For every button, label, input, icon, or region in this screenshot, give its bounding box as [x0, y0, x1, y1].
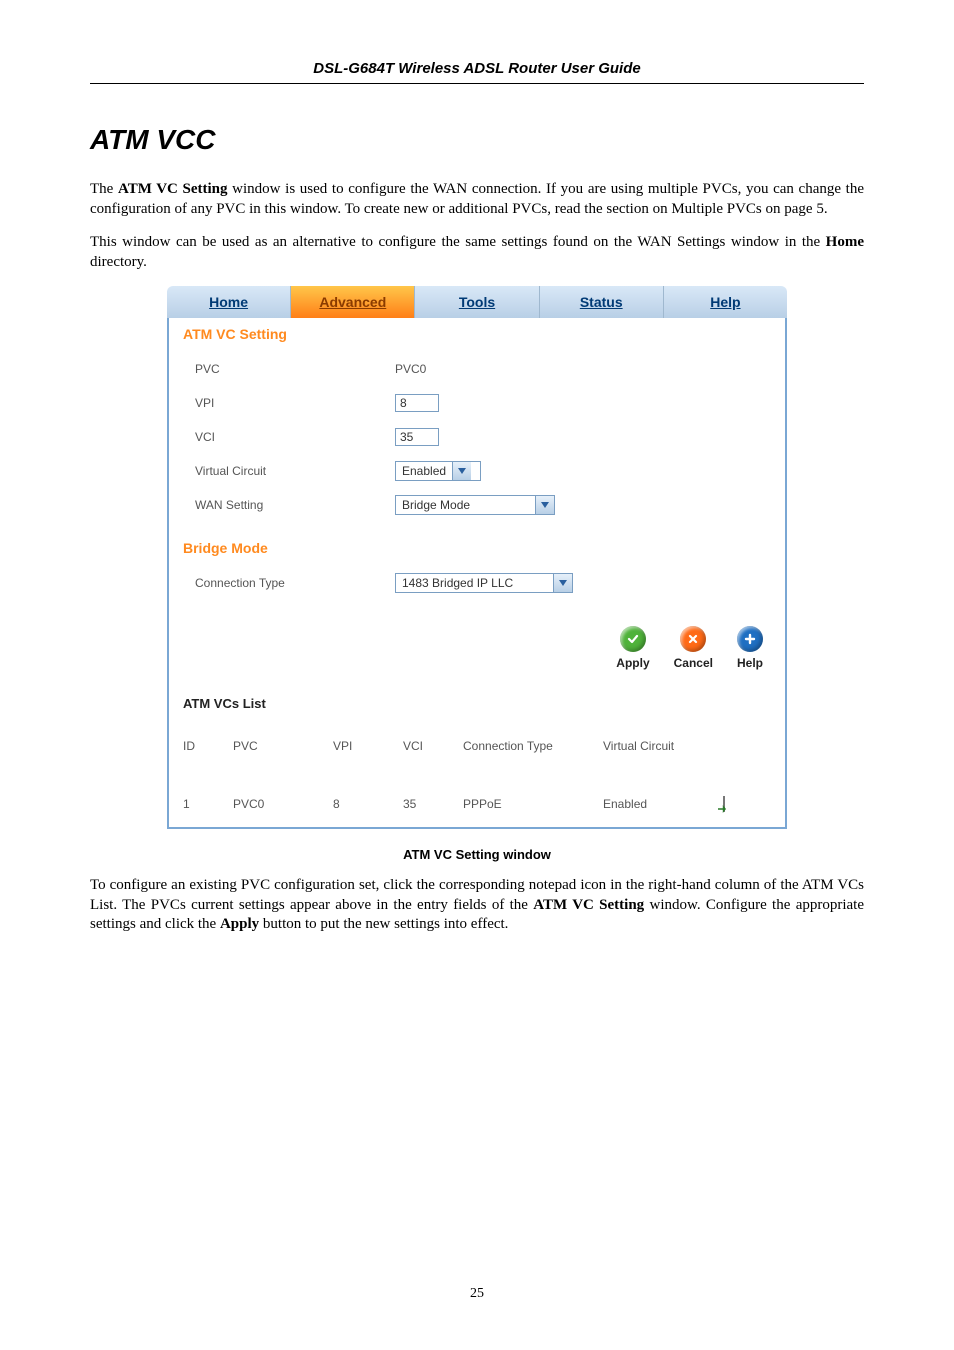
connection-type-select[interactable]: 1483 Bridged IP LLC	[395, 573, 573, 593]
help-label: Help	[737, 656, 763, 670]
apply-label: Apply	[616, 656, 649, 670]
cell-connection-type: PPPoE	[463, 797, 603, 811]
chevron-down-icon	[535, 496, 554, 514]
connection-type-value: 1483 Bridged IP LLC	[396, 576, 553, 590]
text: The	[90, 181, 118, 197]
wan-setting-row: WAN Setting Bridge Mode	[195, 494, 771, 516]
vpi-row: VPI	[195, 392, 771, 414]
check-icon	[620, 626, 646, 652]
virtual-circuit-row: Virtual Circuit Enabled	[195, 460, 771, 482]
x-icon	[680, 626, 706, 652]
wan-setting-select[interactable]: Bridge Mode	[395, 495, 555, 515]
section-title: ATM VCC	[90, 124, 864, 156]
paragraph-1: The ATM VC Setting window is used to con…	[90, 180, 864, 219]
help-button[interactable]: Help	[737, 626, 763, 670]
pvc-label: PVC	[195, 362, 395, 376]
virtual-circuit-select[interactable]: Enabled	[395, 461, 481, 481]
text-bold: Apply	[220, 916, 259, 932]
figure-caption: ATM VC Setting window	[90, 847, 864, 862]
connection-type-row: Connection Type 1483 Bridged IP LLC	[195, 572, 771, 594]
vpi-input[interactable]	[395, 394, 439, 412]
tab-tools[interactable]: Tools	[415, 286, 539, 318]
tab-help[interactable]: Help	[664, 286, 787, 318]
apply-button[interactable]: Apply	[616, 626, 649, 670]
vclist-row: 1 PVC0 8 35 PPPoE Enabled	[183, 797, 771, 811]
tab-advanced[interactable]: Advanced	[291, 286, 415, 318]
pvc-value: PVC0	[395, 362, 426, 376]
vci-row: VCI	[195, 426, 771, 448]
atm-vcs-list-heading: ATM VCs List	[183, 696, 771, 711]
settings-panel: ATM VC Setting PVC PVC0 VPI VCI Virtual …	[167, 318, 787, 829]
text-bold: ATM VC Setting	[118, 181, 228, 197]
tab-status[interactable]: Status	[540, 286, 664, 318]
vclist-header: ID PVC VPI VCI Connection Type Virtual C…	[183, 739, 771, 753]
page-number: 25	[0, 1286, 954, 1302]
cancel-label: Cancel	[674, 656, 713, 670]
text: directory.	[90, 254, 147, 270]
vci-input[interactable]	[395, 428, 439, 446]
action-buttons: Apply Cancel Help	[183, 606, 771, 688]
cell-id: 1	[183, 797, 233, 811]
virtual-circuit-label: Virtual Circuit	[195, 464, 395, 478]
text-bold: ATM VC Setting	[533, 897, 644, 913]
tab-bar: Home Advanced Tools Status Help	[167, 286, 787, 318]
page-header: DSL-G684T Wireless ADSL Router User Guid…	[90, 60, 864, 84]
col-vci: VCI	[403, 739, 463, 753]
chevron-down-icon	[452, 462, 471, 480]
col-virtual-circuit: Virtual Circuit	[603, 739, 723, 753]
cell-vci: 35	[403, 797, 463, 811]
virtual-circuit-value: Enabled	[396, 464, 452, 478]
paragraph-2: This window can be used as an alternativ…	[90, 233, 864, 272]
cancel-button[interactable]: Cancel	[674, 626, 713, 670]
col-id: ID	[183, 739, 233, 753]
wan-setting-label: WAN Setting	[195, 498, 395, 512]
cell-vpi: 8	[333, 797, 403, 811]
edit-icon[interactable]	[723, 796, 725, 812]
paragraph-3: To configure an existing PVC configurati…	[90, 876, 864, 935]
router-screenshot: Home Advanced Tools Status Help ATM VC S…	[167, 286, 787, 829]
chevron-down-icon	[553, 574, 572, 592]
vpi-label: VPI	[195, 396, 395, 410]
col-vpi: VPI	[333, 739, 403, 753]
wan-setting-value: Bridge Mode	[396, 498, 535, 512]
vci-label: VCI	[195, 430, 395, 444]
pvc-row: PVC PVC0	[195, 358, 771, 380]
connection-type-label: Connection Type	[195, 576, 395, 590]
cell-pvc: PVC0	[233, 797, 333, 811]
cell-virtual-circuit: Enabled	[603, 797, 723, 811]
text: This window can be used as an alternativ…	[90, 234, 826, 250]
col-pvc: PVC	[233, 739, 333, 753]
atm-vc-setting-heading: ATM VC Setting	[183, 326, 771, 342]
text: button to put the new settings into effe…	[259, 916, 508, 932]
col-connection-type: Connection Type	[463, 739, 603, 753]
bridge-mode-heading: Bridge Mode	[183, 540, 771, 556]
text-bold: Home	[826, 234, 864, 250]
tab-home[interactable]: Home	[167, 286, 291, 318]
plus-icon	[737, 626, 763, 652]
